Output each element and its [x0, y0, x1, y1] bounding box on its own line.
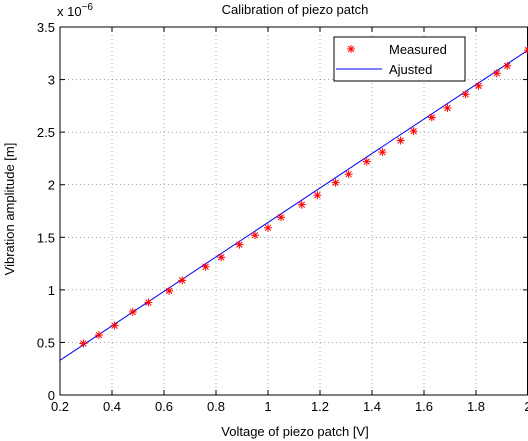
- measured-point: [461, 90, 470, 99]
- x-tick-label: 0.6: [155, 399, 173, 414]
- adjusted-fit-line: [59, 49, 528, 361]
- measured-point: [264, 223, 272, 232]
- measured-point: [235, 240, 244, 249]
- x-tick-label: 1.6: [415, 399, 433, 414]
- x-tick-label: 0.4: [103, 399, 121, 414]
- measured-points: [79, 46, 528, 348]
- measured-point: [95, 331, 103, 340]
- measured-point: [344, 170, 353, 179]
- measured-point: [297, 200, 306, 209]
- measured-point: [277, 213, 285, 222]
- measured-point: [524, 46, 528, 55]
- x-axis-label: Voltage of piezo patch [V]: [221, 424, 368, 439]
- measured-point: [110, 321, 119, 330]
- y-multiplier-base: x 10: [57, 4, 82, 19]
- legend-label: Ajusted: [389, 62, 432, 77]
- y-multiplier-exponent: −6: [82, 2, 94, 13]
- measured-point: [378, 148, 387, 157]
- x-tick-label: 2: [524, 399, 528, 414]
- x-tick-label: 0.2: [51, 399, 69, 414]
- measured-point: [144, 298, 153, 307]
- measured-point: [217, 253, 226, 262]
- legend-marker-measured: [347, 45, 355, 53]
- y-tick-label: 3.5: [37, 20, 55, 35]
- x-tick-label: 1.2: [311, 399, 329, 414]
- measured-point: [409, 127, 418, 136]
- y-tick-label: 3: [48, 73, 55, 88]
- x-tick-label: 0.8: [207, 399, 225, 414]
- y-tick-label: 2.5: [37, 125, 55, 140]
- measured-point: [474, 81, 483, 90]
- measured-point: [331, 178, 340, 187]
- y-tick-label: 1: [48, 283, 55, 298]
- grid: [60, 27, 528, 395]
- measured-point: [165, 286, 174, 295]
- y-axis-label: Vibration amplitude [m]: [2, 143, 17, 276]
- legend-label: Measured: [389, 42, 447, 57]
- measured-point: [128, 307, 137, 316]
- y-tick-label: 0: [48, 388, 55, 403]
- measured-point: [313, 191, 322, 200]
- measured-point: [427, 113, 436, 122]
- y-tick-label: 2: [48, 178, 55, 193]
- measured-point: [201, 262, 210, 271]
- legend-box: [333, 36, 466, 82]
- measured-point: [178, 276, 187, 285]
- measured-point: [503, 61, 512, 70]
- plot-frame: [59, 26, 528, 396]
- svg-text:x 10−6: x 10−6: [57, 2, 93, 19]
- x-tick-label: 1: [264, 399, 271, 414]
- series-layer: [59, 46, 528, 361]
- measured-point: [396, 136, 405, 145]
- y-tick-label: 0.5: [37, 335, 55, 350]
- x-axis-ticks: 0.2 0.4 0.6 0.8 1 1.2 1.4 1.6 1.8 2: [51, 27, 528, 414]
- legend: Measured Ajusted: [333, 36, 466, 82]
- measured-point: [79, 339, 88, 348]
- measured-point: [362, 157, 371, 166]
- measured-point: [443, 103, 452, 112]
- y-tick-label: 1.5: [37, 230, 55, 245]
- x-tick-label: 1.8: [467, 399, 485, 414]
- measured-point: [492, 69, 501, 78]
- measured-point: [251, 231, 259, 240]
- y-axis-multiplier: x 10−6: [57, 2, 93, 19]
- x-tick-label: 1.4: [363, 399, 381, 414]
- chart-title: Calibration of piezo patch: [222, 2, 369, 17]
